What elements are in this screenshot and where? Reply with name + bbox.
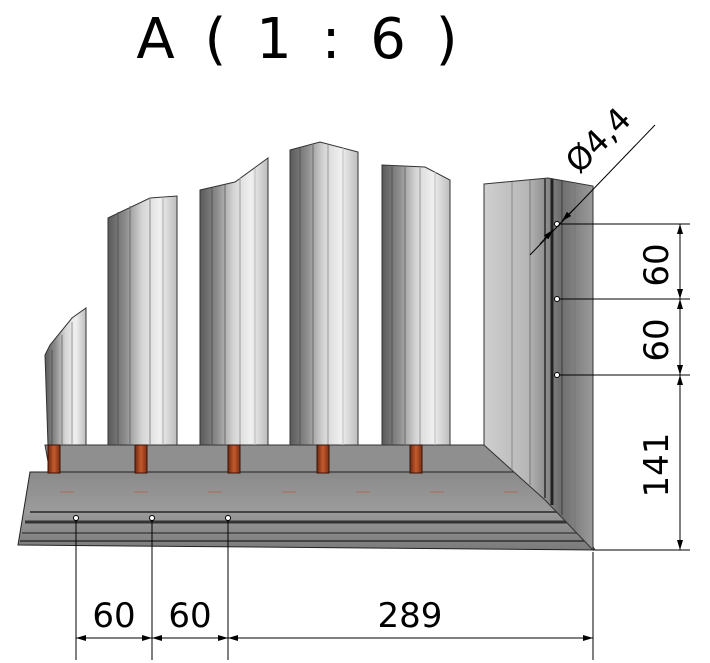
fin-4 [289, 141, 359, 446]
dim-vertical-60-top: 60 [637, 243, 677, 286]
vertical-dimensions [560, 223, 690, 551]
side-wall [483, 177, 594, 552]
fin-3 [199, 157, 269, 446]
pipe-5 [409, 444, 423, 474]
detail-view-title: A ( 1 : 6 ) [136, 7, 464, 72]
dim-horizontal-289: 289 [378, 596, 443, 636]
horizontal-dimensions [75, 520, 594, 660]
pipe-2 [134, 444, 148, 474]
dim-horizontal-60-mid: 60 [168, 596, 211, 636]
pipe-3 [227, 444, 241, 474]
dim-hole-diameter: Ø4,4 [558, 100, 639, 181]
fin-5 [381, 164, 451, 446]
diameter-leader [529, 124, 656, 256]
dim-vertical-60-mid: 60 [637, 318, 677, 361]
pipe-1 [47, 444, 61, 474]
pipes [47, 444, 423, 474]
fin-2 [107, 195, 178, 446]
pipe-4 [316, 444, 330, 474]
dim-horizontal-60-left: 60 [92, 596, 135, 636]
fin-1 [44, 307, 87, 446]
dim-vertical-141: 141 [637, 433, 677, 498]
